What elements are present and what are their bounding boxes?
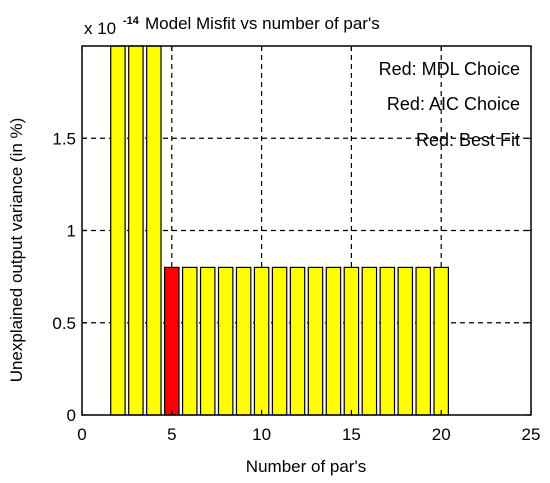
y-tick-label: 1 [67,222,76,241]
legend-entry-aic: Red: AIC Choice [387,94,520,114]
bar [199,266,216,416]
bar [128,45,144,416]
y-tick-label: 0.5 [52,314,76,333]
axis-ticks: 0 5 10 15 20 25 0 0.5 1 1.5 [52,46,540,444]
x-tick-label: 15 [342,425,361,444]
bar [325,266,342,416]
legend-entry-best-fit: Red: Best Fit [416,130,520,150]
y-tick-label: 1.5 [52,129,76,148]
y-axis-label: Unexplained output variance (in %) [7,118,26,383]
bar [110,45,126,416]
exponent-power: -14 [123,15,140,27]
x-axis-label: Number of par's [246,457,366,476]
bar-highlight [164,266,180,416]
legend-entry-mdl: Red: MDL Choice [379,59,520,79]
bar [307,266,324,416]
x-tick-label: 20 [432,425,451,444]
bar [397,266,414,416]
bar [181,266,198,416]
x-tick-label: 5 [167,425,176,444]
exponent-multiplier: x 10 -14 [84,15,140,38]
x-tick-label: 25 [522,425,541,444]
bar [415,266,432,416]
x-tick-label: 10 [252,425,271,444]
bar [253,266,270,416]
bar [361,266,378,416]
chart-title: Model Misfit vs number of par's [145,14,380,33]
x-tick-label: 0 [77,425,86,444]
bar [146,45,162,416]
bar [379,266,396,416]
bar [235,266,252,416]
bar [289,266,306,416]
exponent-prefix: x 10 [84,19,116,38]
bar [217,266,234,416]
bar [433,266,449,416]
bar [271,266,288,416]
legend: Red: MDL Choice Red: AIC Choice Red: Bes… [379,59,520,150]
bar [343,266,360,416]
y-tick-label: 0 [67,406,76,425]
